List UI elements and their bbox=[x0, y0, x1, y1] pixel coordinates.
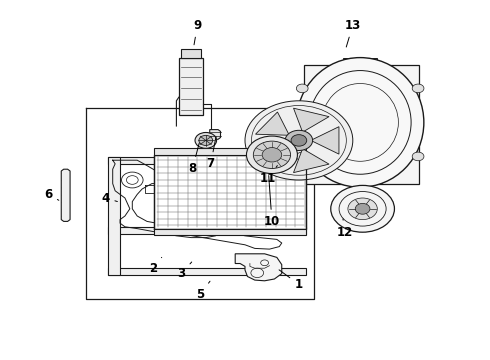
Circle shape bbox=[296, 152, 308, 161]
Text: 7: 7 bbox=[207, 137, 216, 170]
Circle shape bbox=[195, 132, 217, 148]
Circle shape bbox=[291, 135, 307, 146]
Polygon shape bbox=[210, 130, 220, 139]
Polygon shape bbox=[181, 49, 201, 58]
Circle shape bbox=[253, 141, 291, 168]
Text: 5: 5 bbox=[196, 281, 210, 301]
Circle shape bbox=[285, 130, 313, 150]
Polygon shape bbox=[255, 112, 289, 135]
Text: 2: 2 bbox=[149, 257, 162, 275]
Polygon shape bbox=[108, 157, 120, 275]
Circle shape bbox=[246, 136, 297, 174]
Polygon shape bbox=[108, 157, 306, 164]
Polygon shape bbox=[108, 227, 306, 234]
Text: 8: 8 bbox=[189, 143, 199, 175]
Polygon shape bbox=[294, 149, 329, 173]
Text: 10: 10 bbox=[264, 176, 280, 228]
Text: 12: 12 bbox=[336, 219, 353, 239]
Polygon shape bbox=[154, 155, 306, 229]
Polygon shape bbox=[304, 65, 419, 184]
Text: 3: 3 bbox=[177, 262, 192, 280]
Text: 4: 4 bbox=[101, 192, 118, 204]
Polygon shape bbox=[311, 127, 339, 154]
Text: 13: 13 bbox=[344, 19, 361, 47]
Circle shape bbox=[262, 148, 282, 162]
Polygon shape bbox=[154, 148, 306, 155]
Circle shape bbox=[412, 152, 424, 161]
Circle shape bbox=[412, 84, 424, 93]
Text: 9: 9 bbox=[194, 19, 201, 45]
Polygon shape bbox=[154, 229, 306, 235]
Text: 11: 11 bbox=[260, 166, 277, 185]
Circle shape bbox=[331, 185, 394, 232]
Polygon shape bbox=[294, 108, 329, 132]
Text: 6: 6 bbox=[44, 188, 59, 201]
Circle shape bbox=[296, 84, 308, 93]
Polygon shape bbox=[61, 169, 70, 221]
Polygon shape bbox=[255, 145, 289, 169]
Polygon shape bbox=[343, 58, 377, 65]
Circle shape bbox=[245, 101, 353, 180]
Text: 1: 1 bbox=[279, 270, 303, 291]
Polygon shape bbox=[235, 254, 282, 281]
Circle shape bbox=[348, 198, 377, 220]
Polygon shape bbox=[179, 58, 203, 115]
Polygon shape bbox=[108, 268, 306, 275]
Ellipse shape bbox=[296, 58, 424, 187]
Circle shape bbox=[355, 203, 370, 214]
Circle shape bbox=[199, 135, 213, 145]
